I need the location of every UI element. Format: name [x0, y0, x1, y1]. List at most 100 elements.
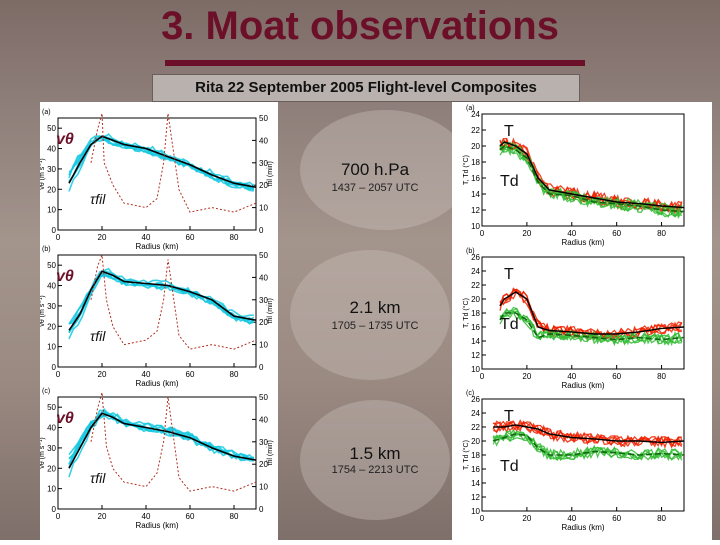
- tfil-line-left-2: [90, 392, 257, 492]
- y-tick-label-left-1: 30: [47, 302, 56, 311]
- x-tick-label-right-0: 80: [657, 229, 666, 238]
- panel-tag-left-0: (a): [42, 109, 51, 116]
- level-label-c: 1.5 km: [349, 444, 401, 463]
- x-axis-label-right-0: Radius (km): [561, 238, 604, 247]
- x-tick-label-right-2: 80: [657, 514, 666, 523]
- y-tick-label-right-2: 18: [471, 451, 480, 460]
- dewpoint-trace-right-0: [499, 141, 683, 220]
- x-tick-label-left-1: 80: [230, 370, 239, 379]
- x-tick-label-right-0: 60: [612, 229, 621, 238]
- dewpoint-trace-right-1: [499, 309, 683, 346]
- y-tick-label-right-2: 20: [471, 437, 480, 446]
- y-tick-label-right-1: 10: [471, 365, 480, 374]
- panel-tag-left-2: (c): [42, 388, 50, 395]
- y-tick-label-left-2: 20: [47, 464, 56, 473]
- slide-subtitle: Rita 22 September 2005 Flight-level Comp…: [152, 74, 580, 102]
- x-tick-label-left-0: 80: [230, 233, 239, 242]
- y-axis-label-right-2: T, Td (°C): [462, 440, 470, 470]
- y-tick-label-right-1: 14: [471, 337, 480, 346]
- y-tick-label-right-1: 26: [471, 253, 480, 262]
- y2-tick-label-left-2: 30: [259, 438, 268, 447]
- tfil-label-left-2: τfil: [90, 470, 106, 486]
- panel-tag-left-1: (b): [42, 246, 51, 253]
- y2-tick-label-left-1: 50: [259, 251, 268, 260]
- y-tick-label-right-1: 12: [471, 351, 480, 360]
- y2-tick-label-left-1: 10: [259, 341, 268, 350]
- y-tick-label-right-0: 16: [471, 174, 480, 183]
- y-tick-label-left-0: 20: [47, 185, 56, 194]
- vtheta-label-left-1: vθ: [56, 268, 74, 285]
- y-tick-label-right-1: 24: [471, 267, 480, 276]
- y-tick-label-left-2: 40: [47, 424, 56, 433]
- x-tick-label-left-1: 40: [142, 370, 151, 379]
- x-tick-label-left-1: 60: [186, 370, 195, 379]
- vtheta-label-left-0: vθ: [56, 131, 74, 148]
- y-tick-label-left-0: 40: [47, 145, 56, 154]
- y-tick-label-left-0: 0: [52, 226, 57, 235]
- right-figure-panel: 0 20 40 60 80 10 12 14 16 18 20 22 24 T, Td (°C) Radiu…: [452, 102, 712, 540]
- y2-tick-label-left-0: 10: [259, 204, 268, 213]
- y-axis-label-left-1: vθ (m s⁻¹): [40, 295, 46, 326]
- y2-tick-label-left-1: 30: [259, 296, 268, 305]
- x-tick-label-left-1: 0: [56, 370, 61, 379]
- y-tick-label-right-0: 12: [471, 206, 480, 215]
- vt-mean-line-left-2: [68, 412, 257, 469]
- panel-tag-right-0: (a): [466, 105, 475, 112]
- tfil-label-left-0: τfil: [90, 191, 106, 207]
- dewpoint-trace-right-2: [492, 429, 683, 461]
- y2-tick-label-left-0: 30: [259, 159, 268, 168]
- left-figure-panel: 0 20 40 60 80 0 10 20 30 40 50 0 10 20 30 40 50 τfil (min…: [39, 102, 278, 540]
- y-tick-label-right-2: 24: [471, 409, 480, 418]
- vt-trace-left-2: [68, 407, 255, 468]
- temperature-label-right-0: T: [504, 123, 514, 140]
- temperature-mean-line-right-0: [499, 141, 685, 209]
- y2-tick-label-left-2: 0: [259, 505, 264, 514]
- dewpoint-label-right-0: Td: [500, 173, 519, 190]
- dewpoint-mean-line-right-1: [499, 312, 685, 341]
- slide-title: 3. Moat observations: [161, 4, 559, 48]
- x-tick-label-left-2: 0: [56, 512, 61, 521]
- vt-trace-left-2: [68, 412, 254, 478]
- x-axis-label-right-2: Radius (km): [561, 523, 604, 532]
- y-tick-label-left-2: 30: [47, 444, 56, 453]
- y-tick-label-left-0: 30: [47, 165, 56, 174]
- y-axis-label-left-0: vθ (m s⁻¹): [40, 158, 46, 189]
- y-tick-label-left-1: 0: [52, 363, 57, 372]
- y-tick-label-right-1: 16: [471, 323, 480, 332]
- y-tick-label-right-0: 14: [471, 190, 480, 199]
- y2-axis-label-left-1: τfil (min): [267, 298, 274, 324]
- y-axis-label-right-0: T, Td (°C): [462, 155, 470, 185]
- x-tick-label-right-2: 20: [522, 514, 531, 523]
- x-axis-label-left-1: Radius (km): [135, 379, 178, 388]
- x-tick-label-right-1: 0: [480, 372, 485, 381]
- y-tick-label-left-1: 40: [47, 282, 56, 291]
- temperature-mean-line-right-1: [499, 291, 685, 335]
- temperature-mean-line-right-2: [493, 424, 685, 444]
- y-tick-label-right-2: 12: [471, 493, 480, 502]
- y-tick-label-left-2: 0: [52, 505, 57, 514]
- y-axis-label-left-2: vθ (m s⁻¹): [40, 437, 46, 468]
- temperature-trace-right-2: [492, 420, 682, 449]
- temperature-label-right-1: T: [504, 266, 514, 283]
- y-tick-label-right-2: 22: [471, 423, 480, 432]
- temperature-trace-right-1: [499, 289, 682, 341]
- cloud: [300, 400, 450, 520]
- y2-tick-label-left-0: 50: [259, 114, 268, 123]
- vtheta-label-left-2: vθ: [56, 410, 74, 427]
- y2-tick-label-left-2: 10: [259, 483, 268, 492]
- y2-tick-label-left-1: 20: [259, 318, 268, 327]
- x-tick-label-left-2: 20: [98, 512, 107, 521]
- x-tick-label-left-2: 60: [186, 512, 195, 521]
- x-axis-label-right-1: Radius (km): [561, 381, 604, 390]
- level-label-b: 2.1 km: [349, 298, 401, 317]
- y-tick-label-left-2: 10: [47, 485, 56, 494]
- title-underline: [165, 60, 585, 66]
- y2-tick-label-left-1: 0: [259, 363, 264, 372]
- x-tick-label-left-1: 20: [98, 370, 107, 379]
- level-label-a: 700 h.Pa: [340, 160, 410, 179]
- x-axis-label-left-2: Radius (km): [135, 521, 178, 530]
- x-tick-label-right-0: 20: [522, 229, 531, 238]
- y-tick-label-left-0: 50: [47, 124, 56, 133]
- vt-trace-left-1: [68, 267, 254, 333]
- x-tick-label-right-2: 60: [612, 514, 621, 523]
